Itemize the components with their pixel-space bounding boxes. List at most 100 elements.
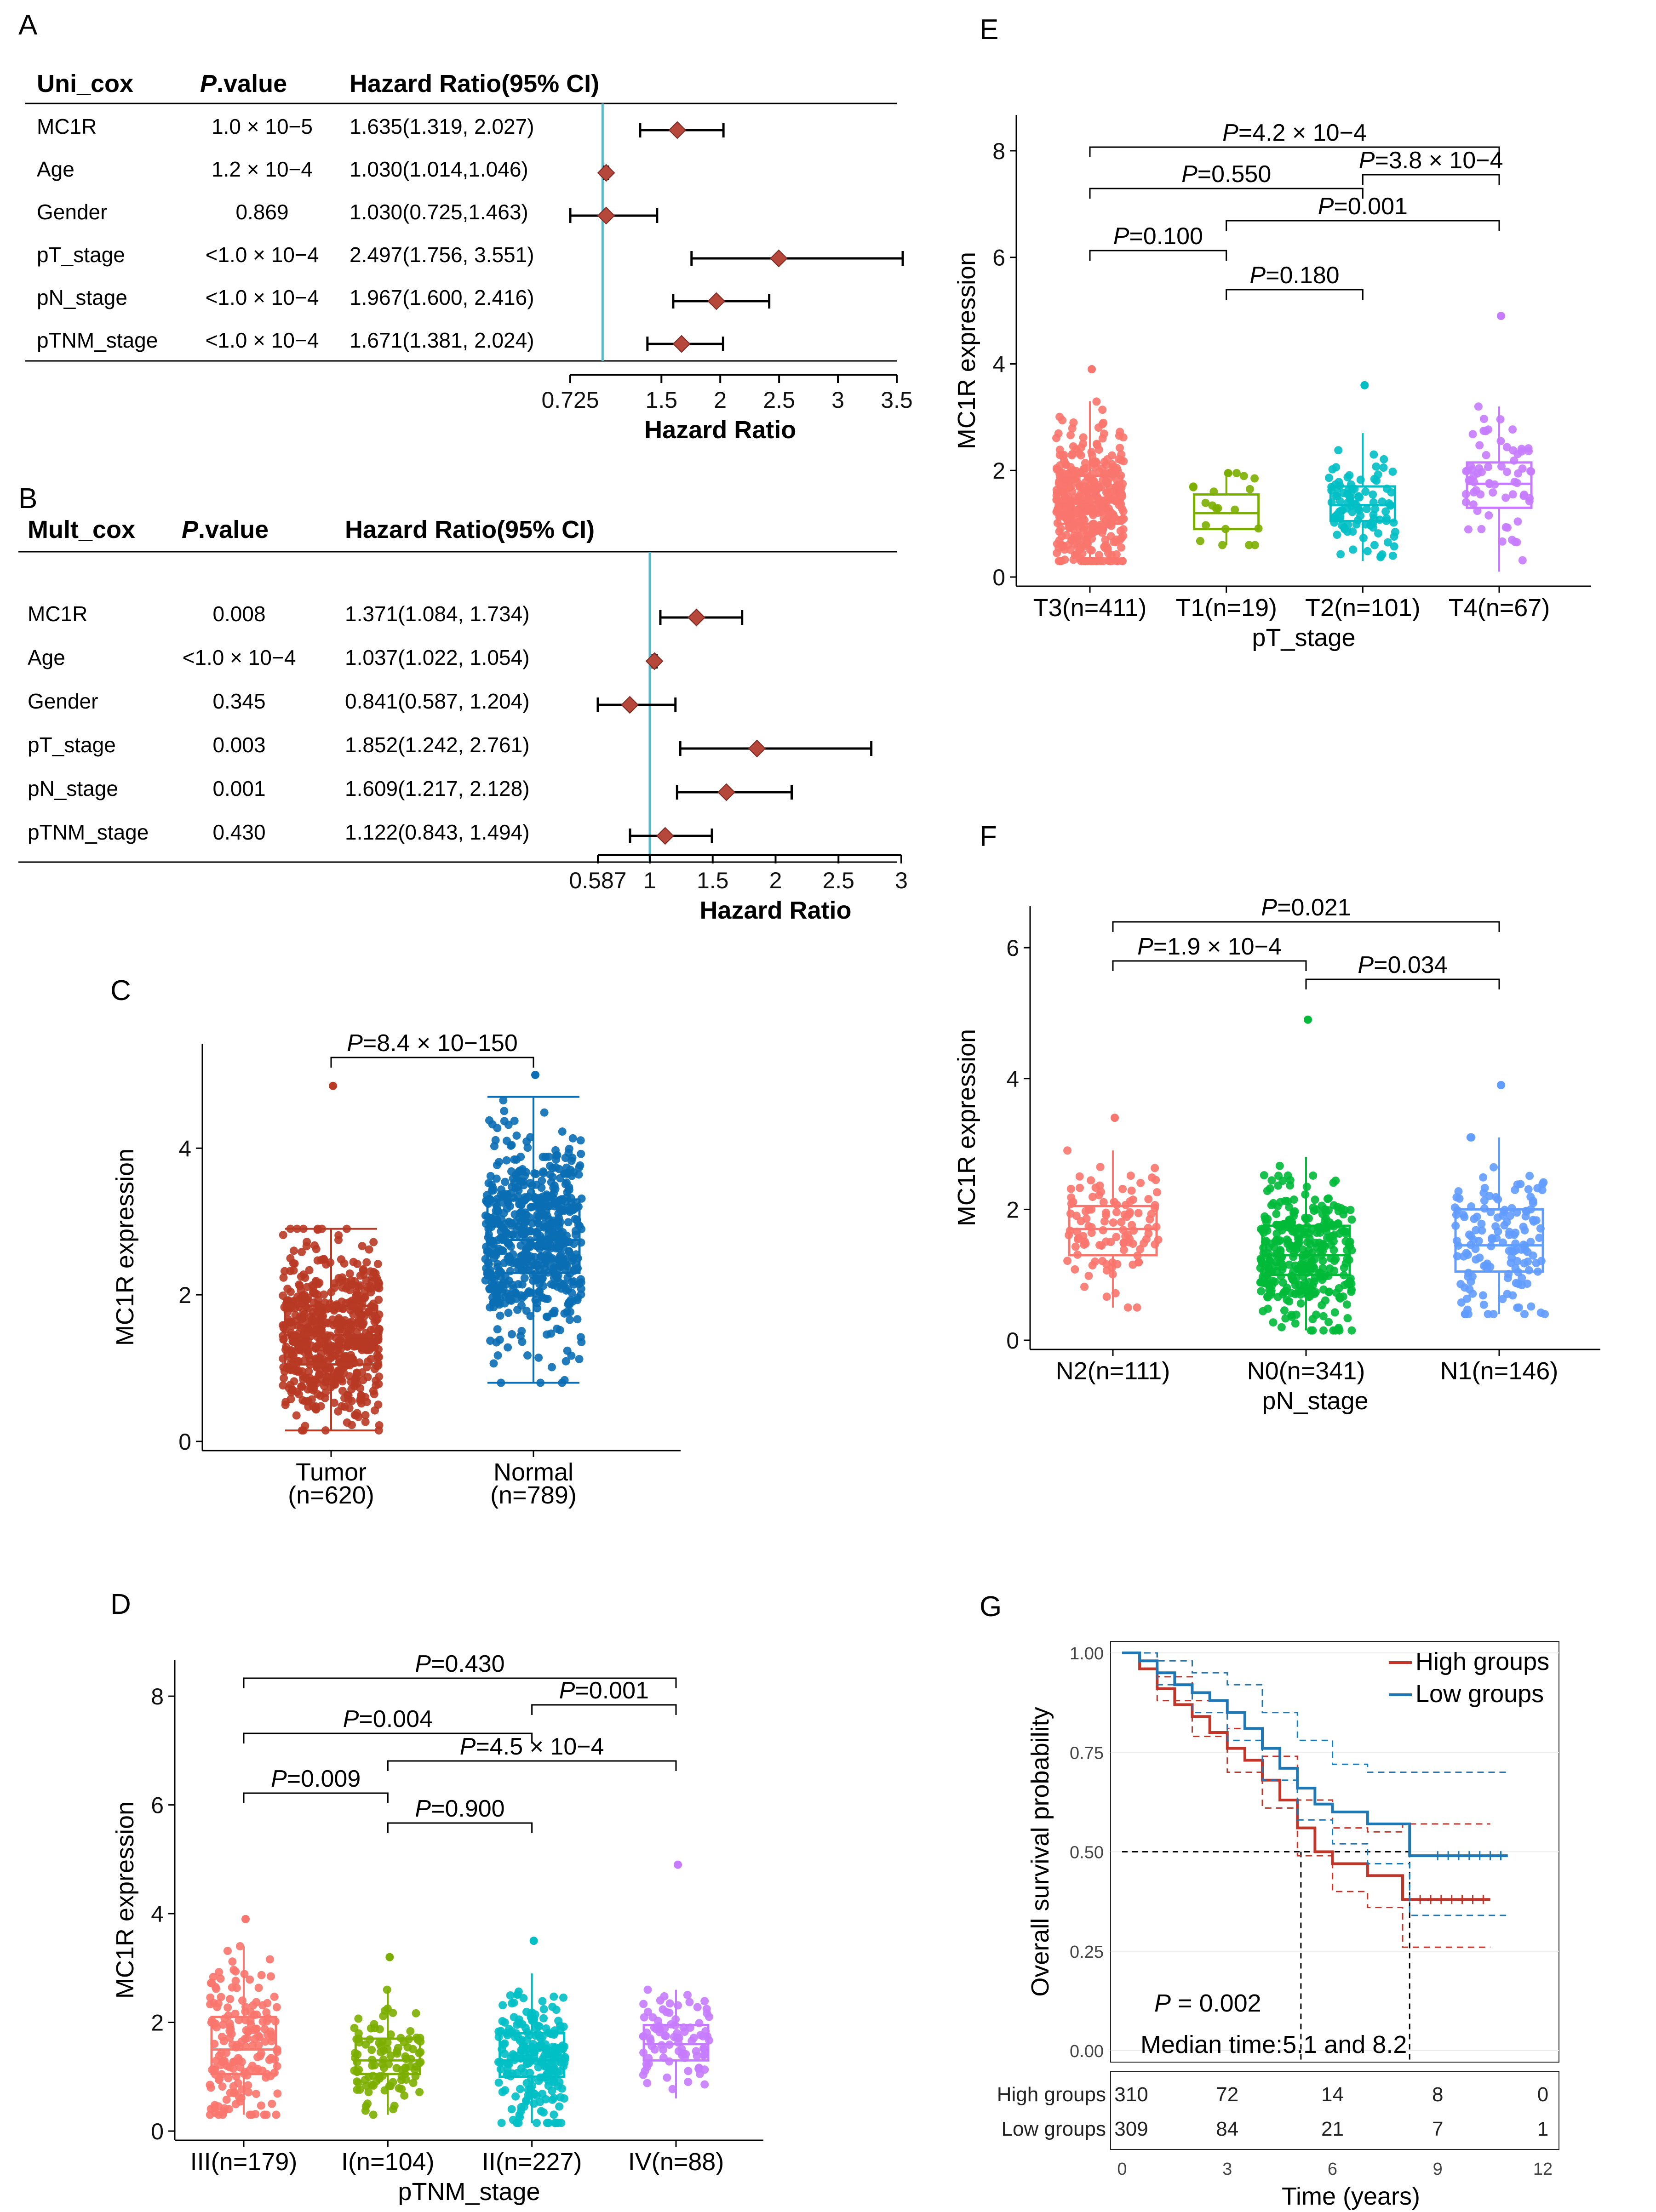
data-point <box>542 1312 551 1321</box>
data-point <box>362 1258 371 1267</box>
data-point <box>1136 1245 1145 1253</box>
data-point <box>506 1991 515 2000</box>
p-value-text: =4.5 × 10−4 <box>476 1733 604 1760</box>
data-point <box>540 1212 549 1221</box>
data-point <box>1088 1261 1097 1270</box>
data-point <box>1133 1303 1141 1312</box>
data-point <box>228 2040 237 2049</box>
data-point <box>300 1356 309 1365</box>
data-point <box>555 1165 563 1173</box>
data-point <box>1369 490 1377 499</box>
data-point <box>1251 541 1259 549</box>
data-point <box>1518 556 1527 565</box>
data-point <box>1119 525 1128 534</box>
data-point <box>507 1167 516 1176</box>
data-point <box>1343 1314 1352 1322</box>
data-point <box>1073 478 1082 487</box>
x-tick-label: 1.5 <box>646 387 678 413</box>
data-point <box>1479 1300 1488 1309</box>
data-point <box>1263 1304 1272 1313</box>
box-iqr <box>210 2016 277 2075</box>
data-point <box>700 2044 709 2053</box>
data-point <box>684 2067 693 2075</box>
data-point <box>490 1220 499 1229</box>
box-iqr <box>1261 1224 1351 1276</box>
data-point <box>228 1983 236 1992</box>
data-point <box>257 1971 266 1979</box>
data-point <box>1293 1288 1301 1297</box>
data-point <box>504 1120 513 1129</box>
data-point <box>261 2037 269 2046</box>
outlier-point <box>385 1953 394 1961</box>
data-point <box>1469 488 1478 497</box>
data-point <box>320 1290 328 1299</box>
data-point <box>1486 1263 1495 1271</box>
data-point <box>1067 1193 1076 1202</box>
p-italic: P <box>1318 193 1334 220</box>
data-point <box>1117 543 1125 552</box>
data-point <box>1371 505 1380 513</box>
data-point <box>1361 487 1370 496</box>
x-tick-label: 6 <box>1328 2160 1337 2179</box>
data-point <box>236 2063 245 2072</box>
data-point <box>1094 423 1103 432</box>
x-tick-label: II(n=227) <box>482 2148 582 2176</box>
data-point <box>345 1269 354 1278</box>
data-point <box>1324 474 1333 482</box>
data-point <box>244 2081 252 2090</box>
data-point <box>231 2009 240 2018</box>
data-point <box>700 2065 709 2074</box>
data-point <box>1062 531 1071 539</box>
data-point <box>256 2052 264 2060</box>
data-point <box>512 1131 521 1140</box>
row-hr-ci: 1.635(1.319, 2.027) <box>350 114 534 138</box>
p-value-text: =0.009 <box>287 1766 361 1792</box>
data-point <box>1525 1172 1534 1180</box>
data-point <box>1269 1318 1278 1327</box>
data-point <box>1070 531 1078 540</box>
data-point <box>1524 1185 1533 1194</box>
data-point <box>489 1359 498 1368</box>
data-point <box>567 1351 576 1360</box>
data-point <box>1347 1280 1356 1288</box>
comparison-p-value: P=0.009 <box>271 1766 361 1792</box>
x-tick-sublabel: (n=789) <box>490 1481 577 1509</box>
data-point <box>1059 452 1067 461</box>
data-point <box>217 1993 225 2001</box>
comparison-bracket <box>243 1677 677 1688</box>
data-point <box>231 1967 240 1976</box>
data-point <box>1369 523 1377 532</box>
data-point <box>1095 1181 1104 1190</box>
data-point <box>560 2094 568 2103</box>
data-point <box>214 1999 223 2008</box>
data-point <box>565 1315 574 1324</box>
data-point <box>1276 1198 1285 1206</box>
risk-table-count: 21 <box>1321 2118 1344 2140</box>
data-point <box>1518 1281 1526 1290</box>
data-point <box>1349 545 1358 554</box>
data-point <box>1284 1197 1292 1206</box>
data-point <box>312 1405 321 1413</box>
data-point <box>1527 1302 1536 1311</box>
data-point <box>700 2080 709 2089</box>
data-point <box>1112 1200 1121 1209</box>
hr-point <box>656 827 674 845</box>
data-point <box>1347 1326 1356 1335</box>
data-point <box>1087 474 1095 483</box>
data-point <box>361 1411 370 1419</box>
row-variable-name: Age <box>28 646 65 669</box>
data-point <box>1318 1240 1327 1248</box>
row-hr-ci: 0.841(0.587, 1.204) <box>345 689 530 713</box>
data-point <box>415 2088 424 2097</box>
data-point <box>280 1374 288 1383</box>
data-point <box>1477 525 1486 533</box>
hr-point <box>645 652 664 670</box>
data-point <box>367 1288 375 1297</box>
comparison-p-value: P=0.430 <box>415 1651 504 1677</box>
data-point <box>1508 425 1517 434</box>
data-point <box>1484 463 1492 471</box>
data-point <box>555 2102 564 2111</box>
box-iqr <box>1466 461 1533 509</box>
data-point <box>223 2062 231 2070</box>
data-point <box>1102 1208 1110 1217</box>
